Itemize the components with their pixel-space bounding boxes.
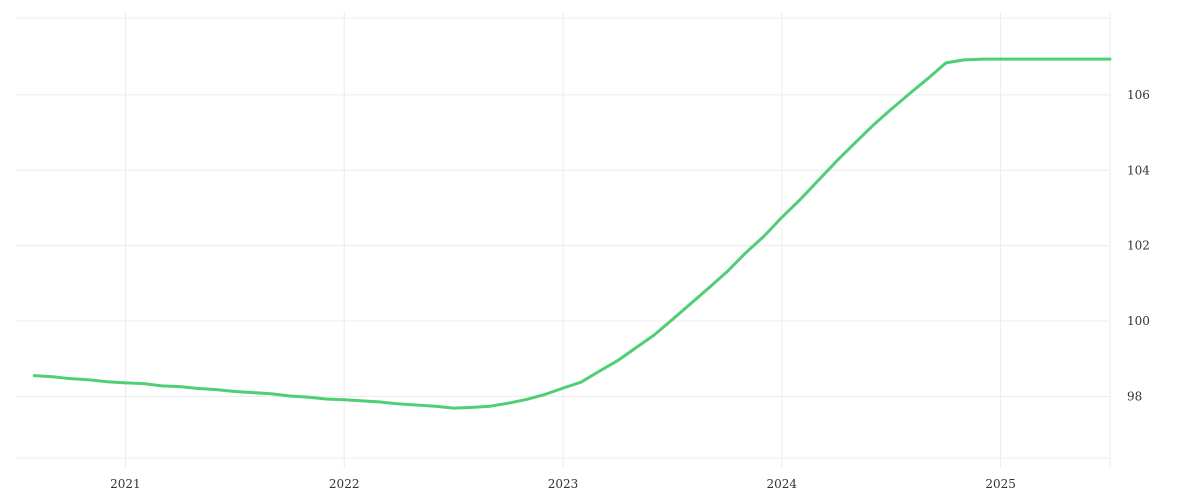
- x-tick-label: 2023: [548, 477, 579, 491]
- x-tick-label: 2021: [110, 477, 141, 491]
- x-tick-label: 2025: [985, 477, 1016, 491]
- y-tick-label: 104: [1127, 163, 1150, 177]
- grid-lines: [16, 12, 1111, 468]
- series-layer: [32, 57, 1112, 410]
- y-tick-label: 102: [1127, 239, 1150, 253]
- x-tick-label: 2022: [329, 477, 360, 491]
- series-line: [32, 57, 1112, 410]
- y-tick-label: 98: [1127, 389, 1142, 403]
- x-tick-label: 2024: [767, 477, 798, 491]
- y-tick-label: 106: [1127, 88, 1150, 102]
- tick-labels: 98 100 102 104 106 2021 2022 2023 2024 2025: [110, 88, 1150, 491]
- y-tick-label: 100: [1127, 314, 1150, 328]
